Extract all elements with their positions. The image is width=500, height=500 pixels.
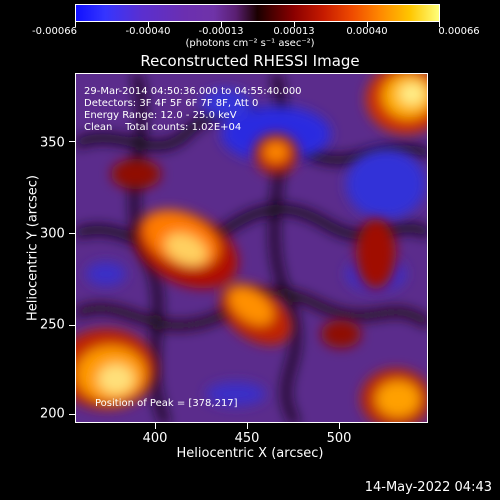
y-tick-label: 300 xyxy=(40,226,65,242)
colorbar xyxy=(75,4,440,22)
x-axis-title: Heliocentric X (arcsec) xyxy=(176,446,324,461)
image-title: Reconstructed RHESSI Image xyxy=(140,52,360,70)
y-axis-tick xyxy=(69,233,75,234)
x-tick-label: 450 xyxy=(234,431,260,446)
y-tick-label: 350 xyxy=(40,135,65,151)
y-tick-label: 250 xyxy=(40,317,65,333)
colorbar-label: -0.00040 xyxy=(125,26,171,37)
colorbar-tick xyxy=(294,22,295,27)
colorbar-label: 0.00013 xyxy=(273,26,315,37)
image-map xyxy=(76,74,427,422)
peak-position-text: Position of Peak = [378,217] xyxy=(95,398,238,409)
y-axis-tick xyxy=(69,141,75,142)
y-axis-tick xyxy=(69,325,75,326)
colorbar-label: -0.00066 xyxy=(32,26,77,37)
x-tick-label: 400 xyxy=(142,431,168,446)
energy-range-text: Energy Range: 12.0 - 25.0 keV xyxy=(84,110,237,121)
x-axis-tick xyxy=(339,423,340,429)
colorbar-tick xyxy=(367,22,368,27)
colorbar-tick xyxy=(148,22,149,27)
footer-timestamp: 14-May-2022 04:43 xyxy=(364,480,492,495)
y-axis-tick xyxy=(69,414,75,415)
colorbar-label: 0.00040 xyxy=(346,26,388,37)
colorbar-label: -0.00013 xyxy=(198,26,244,37)
time-range-text: 29-Mar-2014 04:50:36.000 to 04:55:40.000 xyxy=(84,86,302,97)
rhessi-image: 29-Mar-2014 04:50:36.000 to 04:55:40.000… xyxy=(75,73,428,423)
x-axis-tick xyxy=(155,423,156,429)
x-tick-label: 500 xyxy=(326,431,352,446)
y-tick-label: 200 xyxy=(40,406,65,422)
colorbar-units: (photons cm⁻² s⁻¹ asec⁻²) xyxy=(185,38,315,49)
detectors-text: Detectors: 3F 4F 5F 6F 7F 8F, Att 0 xyxy=(84,98,259,109)
y-axis-title: Heliocentric Y (arcsec) xyxy=(25,175,41,321)
emission-regions xyxy=(76,74,427,422)
colorbar-label: 0.00066 xyxy=(438,26,480,37)
colorbar-tick xyxy=(439,22,440,27)
clean-counts-text: Clean Total counts: 1.02E+04 xyxy=(84,122,242,133)
colorbar-tick xyxy=(75,22,76,27)
x-axis-tick xyxy=(247,423,248,429)
colorbar-tick xyxy=(221,22,222,27)
